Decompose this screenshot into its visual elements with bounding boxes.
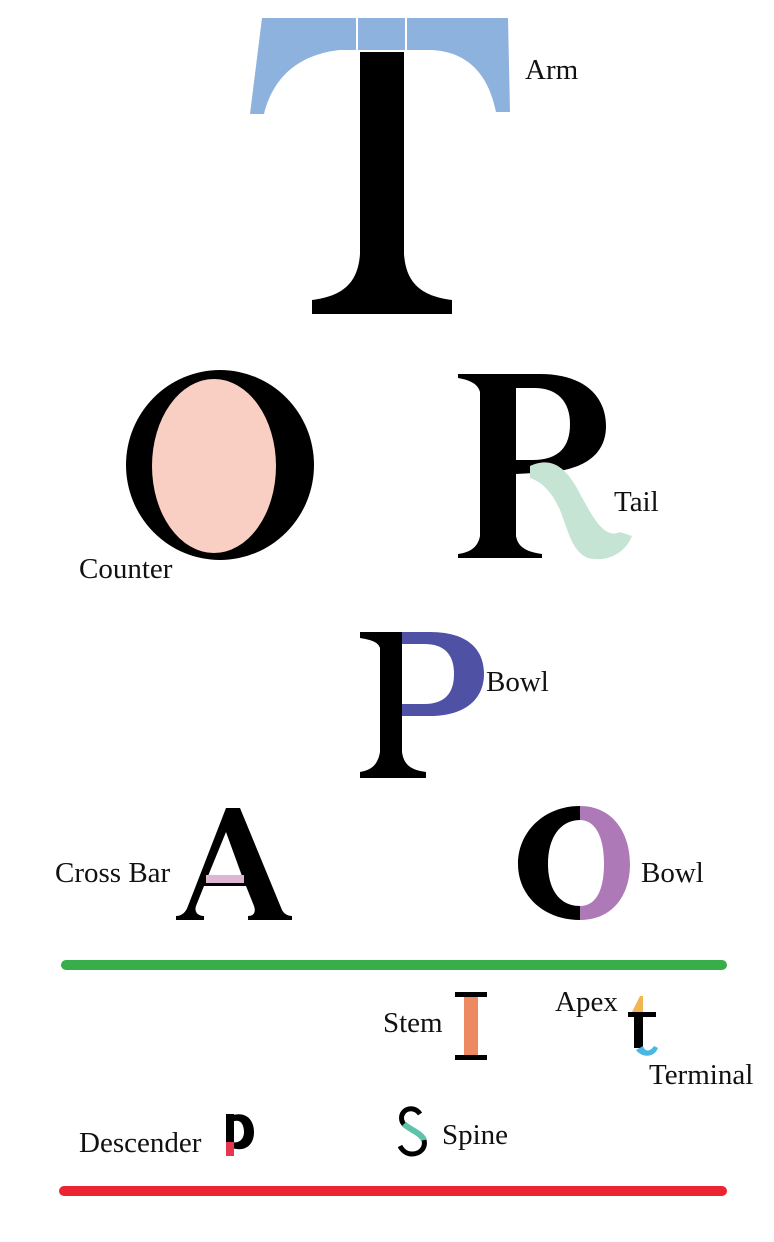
arm-highlight <box>250 18 510 114</box>
apex-label: Apex <box>555 986 618 1018</box>
letter-p-group: Bowl <box>360 632 549 778</box>
letter-t-small-group: Apex Terminal <box>555 986 753 1091</box>
cross-bar-highlight <box>206 875 244 883</box>
p-small-stem-top <box>226 1114 234 1144</box>
letter-a-group: Cross Bar <box>55 808 292 920</box>
descender-highlight <box>226 1142 234 1156</box>
letter-s-small-group: Spine <box>397 1106 508 1157</box>
spine-highlight <box>401 1121 427 1142</box>
p-small-bowl <box>230 1114 254 1150</box>
bowl-p-label: Bowl <box>486 666 549 698</box>
bowl-o-highlight <box>580 806 630 920</box>
apex-highlight <box>632 996 643 1012</box>
cross-bar-label: Cross Bar <box>55 857 171 889</box>
t-stem <box>312 52 452 314</box>
t-small-stem <box>634 1012 643 1048</box>
stem-highlight <box>464 997 478 1055</box>
tail-highlight <box>530 462 632 560</box>
s-upper <box>399 1106 423 1129</box>
i-bottom-serif <box>455 1055 487 1060</box>
s-lower <box>397 1139 427 1157</box>
o-left-half <box>518 806 580 920</box>
counter-label: Counter <box>79 553 173 585</box>
spine-label: Spine <box>442 1119 508 1151</box>
stem-label: Stem <box>383 1007 443 1039</box>
bowl-p-highlight <box>402 632 484 716</box>
letter-r-group: Tail <box>458 374 659 560</box>
terminal-highlight <box>636 1046 658 1056</box>
i-top-serif <box>455 992 487 997</box>
terminal-label: Terminal <box>649 1059 753 1091</box>
descender-label: Descender <box>79 1127 202 1159</box>
p-stem <box>360 632 426 778</box>
letter-o-bowl-group: Bowl <box>518 806 704 920</box>
arm-label: Arm <box>525 54 579 86</box>
a-shape <box>176 808 292 920</box>
letter-t-group: Arm <box>250 18 579 314</box>
bowl-o-label: Bowl <box>641 857 704 889</box>
tail-label: Tail <box>614 486 659 518</box>
letter-o-counter-group: Counter <box>79 370 314 585</box>
counter-highlight <box>152 379 276 553</box>
letter-i-group: Stem <box>383 992 487 1060</box>
letter-p-small-group: Descender <box>79 1114 254 1159</box>
